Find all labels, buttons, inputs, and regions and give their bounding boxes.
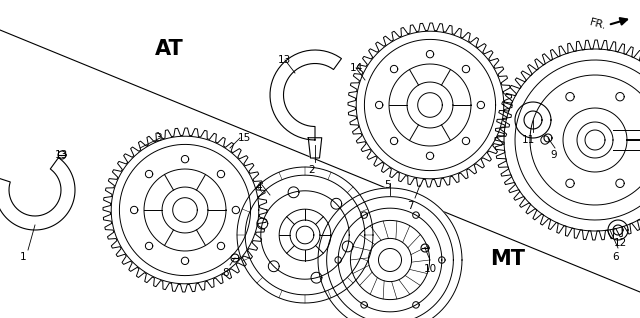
- Text: 4: 4: [255, 182, 262, 192]
- Polygon shape: [237, 167, 373, 303]
- Text: 6: 6: [612, 252, 619, 262]
- Text: AT: AT: [155, 39, 184, 59]
- Text: 5: 5: [384, 180, 390, 190]
- Text: 13: 13: [278, 55, 291, 65]
- Text: 11: 11: [522, 135, 535, 145]
- Polygon shape: [111, 136, 259, 284]
- Text: 9: 9: [550, 150, 557, 160]
- Text: FR.: FR.: [588, 17, 607, 31]
- Polygon shape: [103, 128, 267, 292]
- Polygon shape: [348, 23, 512, 187]
- Text: 10: 10: [424, 264, 437, 274]
- Polygon shape: [356, 31, 504, 179]
- Text: 2: 2: [308, 165, 315, 175]
- Text: 8: 8: [222, 268, 228, 278]
- Polygon shape: [0, 158, 75, 230]
- Text: 15: 15: [238, 133, 252, 143]
- Text: 13: 13: [55, 150, 68, 160]
- Text: 12: 12: [614, 238, 627, 248]
- Polygon shape: [308, 138, 322, 158]
- Polygon shape: [318, 188, 462, 318]
- Polygon shape: [495, 40, 640, 240]
- Text: 7: 7: [407, 201, 413, 211]
- Polygon shape: [504, 49, 640, 231]
- Polygon shape: [270, 50, 342, 140]
- Text: 1: 1: [20, 252, 27, 262]
- Text: 3: 3: [155, 133, 162, 143]
- Text: 14: 14: [350, 63, 364, 73]
- Text: MT: MT: [490, 249, 525, 269]
